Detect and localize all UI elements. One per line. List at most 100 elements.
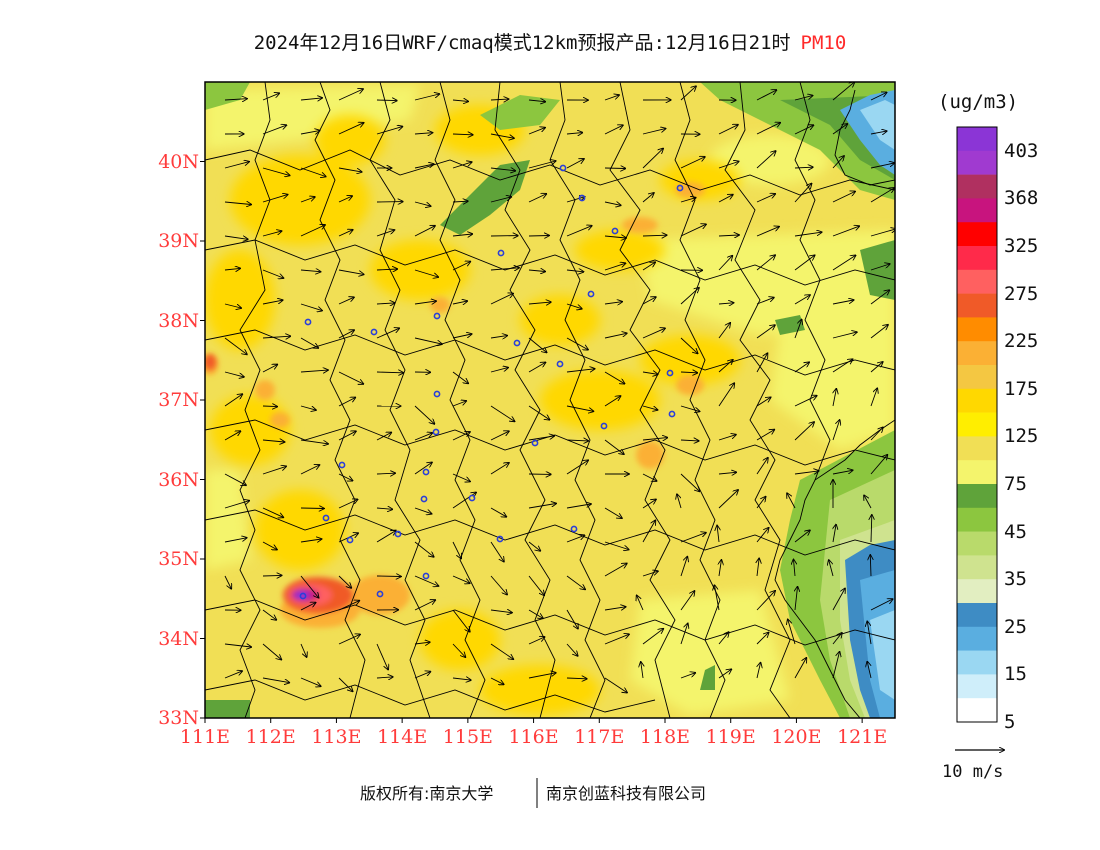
wind-vector: [718, 490, 738, 509]
wind-vector: [414, 133, 432, 134]
wind-vector: [528, 363, 545, 373]
wind-vector: [300, 603, 316, 611]
colorbar-swatch: [957, 293, 997, 318]
wind-vector: [794, 96, 812, 101]
wind-vector: [528, 161, 556, 169]
wind-vector: [452, 575, 470, 583]
wind-vector: [262, 609, 276, 620]
wind-vector: [680, 557, 687, 577]
wind-vector: [528, 128, 545, 135]
wind-vector: [300, 405, 316, 410]
wind-vector: [338, 677, 353, 691]
city-marker: [420, 495, 428, 503]
colorbar-swatch: [957, 269, 997, 294]
footer-copyright: 版权所有:南京大学: [360, 784, 494, 803]
colorbar-swatch: [957, 412, 997, 437]
wind-vector: [528, 337, 547, 352]
city-marker: [299, 592, 307, 600]
colorbar-unit: (ug/m3): [938, 91, 1019, 113]
wind-vector: [756, 151, 776, 169]
wind-vector: [870, 290, 889, 305]
colorbar-swatch: [957, 579, 997, 604]
wind-vector: [718, 435, 736, 441]
wind-vector: [604, 439, 624, 454]
wind-vector: [794, 255, 815, 271]
wind-vector: [376, 230, 394, 237]
longitude-label: 112E: [245, 726, 296, 748]
wind-vector: [490, 643, 513, 659]
city-marker: [432, 428, 440, 436]
wind-vector: [870, 389, 877, 407]
city-marker: [433, 312, 441, 320]
wind-vector: [566, 270, 583, 272]
wind-vector: [794, 560, 796, 577]
longitude-label: 117E: [574, 726, 625, 748]
wind-vector: [376, 372, 403, 373]
latitude-label: 38N: [158, 309, 199, 332]
blue-areas: [840, 90, 895, 718]
wind-vector: [870, 188, 894, 203]
wind-vector: [832, 332, 857, 339]
wind-vector: [870, 599, 893, 611]
wind-vector: [490, 610, 512, 613]
colorbar-label: 368: [1004, 187, 1039, 210]
wind-vector: [870, 264, 890, 271]
city-marker: [611, 227, 619, 235]
wind-vector: [528, 302, 551, 304]
wind-vector: [528, 609, 543, 618]
wind-vector: [832, 589, 845, 611]
wind-vector: [680, 288, 699, 305]
wind-vector: [262, 575, 281, 576]
city-marker: [600, 422, 608, 430]
wind-vector: [642, 129, 665, 135]
wind-vector: [338, 269, 364, 274]
wind-vector: [756, 90, 776, 101]
wind-vector: [224, 303, 241, 308]
wind-vector: [870, 229, 895, 237]
city-marker: [422, 468, 430, 476]
wind-vector: [642, 328, 665, 339]
wind-vector: [642, 521, 655, 543]
wind-vector: [224, 371, 244, 377]
wind-vector: [262, 643, 281, 660]
wind-vector: [642, 193, 654, 203]
wind-vector: [756, 227, 779, 237]
wind-vector: [262, 677, 289, 683]
wind-vector: [604, 541, 629, 550]
wind-vector: [414, 541, 434, 557]
wind-vector: [262, 195, 288, 203]
city-markers: [299, 164, 684, 600]
wind-vector: [566, 133, 582, 134]
wind-vector: [756, 325, 775, 339]
wind-vector: [642, 438, 667, 440]
latitude-label: 40N: [158, 150, 199, 173]
wind-vector: [414, 201, 431, 206]
wind-vector: [338, 330, 354, 339]
wind-vector: [718, 360, 733, 373]
wind-vector: [642, 629, 663, 645]
title-main: 2024年12月16日WRF/cmaq模式12km预报产品:12月16日21时: [253, 32, 791, 54]
wind-vector: [870, 325, 888, 339]
wind-vector: [300, 539, 321, 542]
wind-vector: [338, 398, 355, 407]
wind-vector: [300, 337, 318, 348]
wind-vector: [490, 575, 507, 595]
wind-vector: [787, 493, 796, 509]
wind-vector: [566, 159, 584, 169]
wind-vector: [718, 323, 730, 339]
colorbar-swatch: [957, 626, 997, 651]
wind-vector: [756, 298, 774, 305]
pm10-field: [205, 82, 895, 718]
wind-vector: [566, 197, 584, 203]
wind-vector: [756, 194, 775, 203]
wind-vector: [376, 328, 399, 339]
wind-vector: [376, 531, 396, 543]
wind-vector: [680, 440, 699, 441]
wind-vector: [490, 541, 504, 562]
wind-vectors: [224, 82, 895, 692]
wind-vector: [224, 575, 231, 589]
wind-vector: [756, 528, 769, 543]
colorbar-label: 45: [1004, 520, 1027, 543]
wind-vector: [338, 431, 356, 441]
wind-vector: [338, 230, 353, 237]
